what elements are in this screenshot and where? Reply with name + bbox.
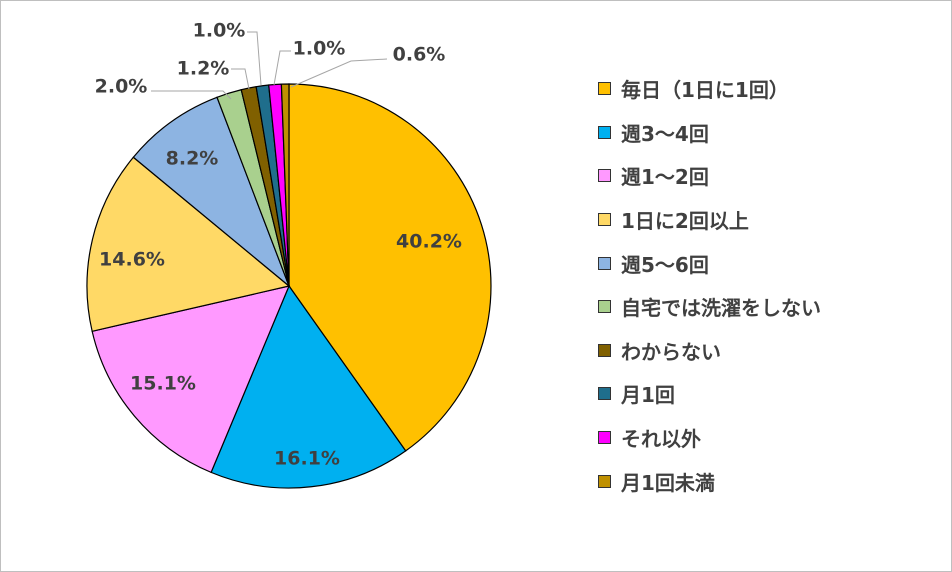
data-label-1: 40.2% <box>396 231 462 253</box>
legend-swatch <box>598 256 611 270</box>
legend-item-1: 毎日（1日に1回） <box>598 67 938 111</box>
legend-swatch <box>598 431 611 445</box>
legend-label: 月1回未満 <box>621 470 715 495</box>
legend-label: 月1回 <box>621 383 675 408</box>
legend-swatch <box>598 474 611 488</box>
data-label-5: 8.2% <box>166 148 219 170</box>
leader-line-6 <box>151 90 232 100</box>
leader-line-10 <box>290 58 388 88</box>
pie-slice-10 <box>280 83 290 287</box>
legend-swatch <box>598 125 611 139</box>
data-label-9: 1.0% <box>293 38 346 60</box>
legend-swatch <box>598 300 611 314</box>
data-label-8: 1.0% <box>193 20 246 42</box>
legend-item-8: 月1回 <box>598 372 938 416</box>
leader-line-9 <box>273 50 291 86</box>
legend-swatch <box>598 82 611 96</box>
data-label-7: 1.2% <box>177 58 230 80</box>
legend-label: 週5～6回 <box>621 252 709 277</box>
pie-slice-1 <box>288 83 492 452</box>
legend-label: 週3～4回 <box>621 121 709 146</box>
legend-label: 1日に2回以上 <box>621 209 749 234</box>
legend: 毎日（1日に1回） 週3～4回週1～2回 1日に2回以上 週5～6回自宅では洗濯をしな… <box>598 67 938 503</box>
legend-item-5: 週5～6回 <box>598 241 938 285</box>
pie-slice-4 <box>86 156 291 333</box>
legend-swatch <box>598 387 611 401</box>
leader-line-8 <box>247 31 262 86</box>
pie-slice-5 <box>132 96 291 288</box>
legend-swatch <box>598 213 611 227</box>
legend-swatch <box>598 343 611 357</box>
legend-item-9: それ以外 <box>598 416 938 460</box>
legend-label: 週1～2回 <box>621 165 709 190</box>
pie-slice-3 <box>91 285 291 474</box>
legend-label: 自宅では洗濯をしない <box>621 296 821 321</box>
legend-item-3: 週1～2回 <box>598 154 938 198</box>
legend-label: わからない <box>621 339 721 364</box>
legend-item-2: 週3～4回 <box>598 111 938 155</box>
pie-slice-2 <box>210 284 407 489</box>
legend-swatch <box>598 169 611 183</box>
data-label-3: 15.1% <box>130 373 196 395</box>
leader-line-7 <box>231 68 250 90</box>
legend-item-4: 1日に2回以上 <box>598 198 938 242</box>
legend-label: それ以外 <box>621 427 701 452</box>
data-label-2: 16.1% <box>274 448 340 470</box>
legend-item-10: 月1回未満 <box>598 459 938 503</box>
data-label-4: 14.6% <box>99 249 165 271</box>
pie-chart: 40.2% 16.1% 15.1% 14.6% 8.2% 2.0% 1.2% 1.0% 1.0%… <box>86 20 492 489</box>
data-label-6: 2.0% <box>95 76 148 98</box>
legend-label: 毎日（1日に1回） <box>621 78 789 103</box>
legend-item-7: わからない <box>598 329 938 373</box>
legend-item-6: 自宅では洗濯をしない <box>598 285 938 329</box>
data-label-10: 0.6% <box>393 44 446 66</box>
